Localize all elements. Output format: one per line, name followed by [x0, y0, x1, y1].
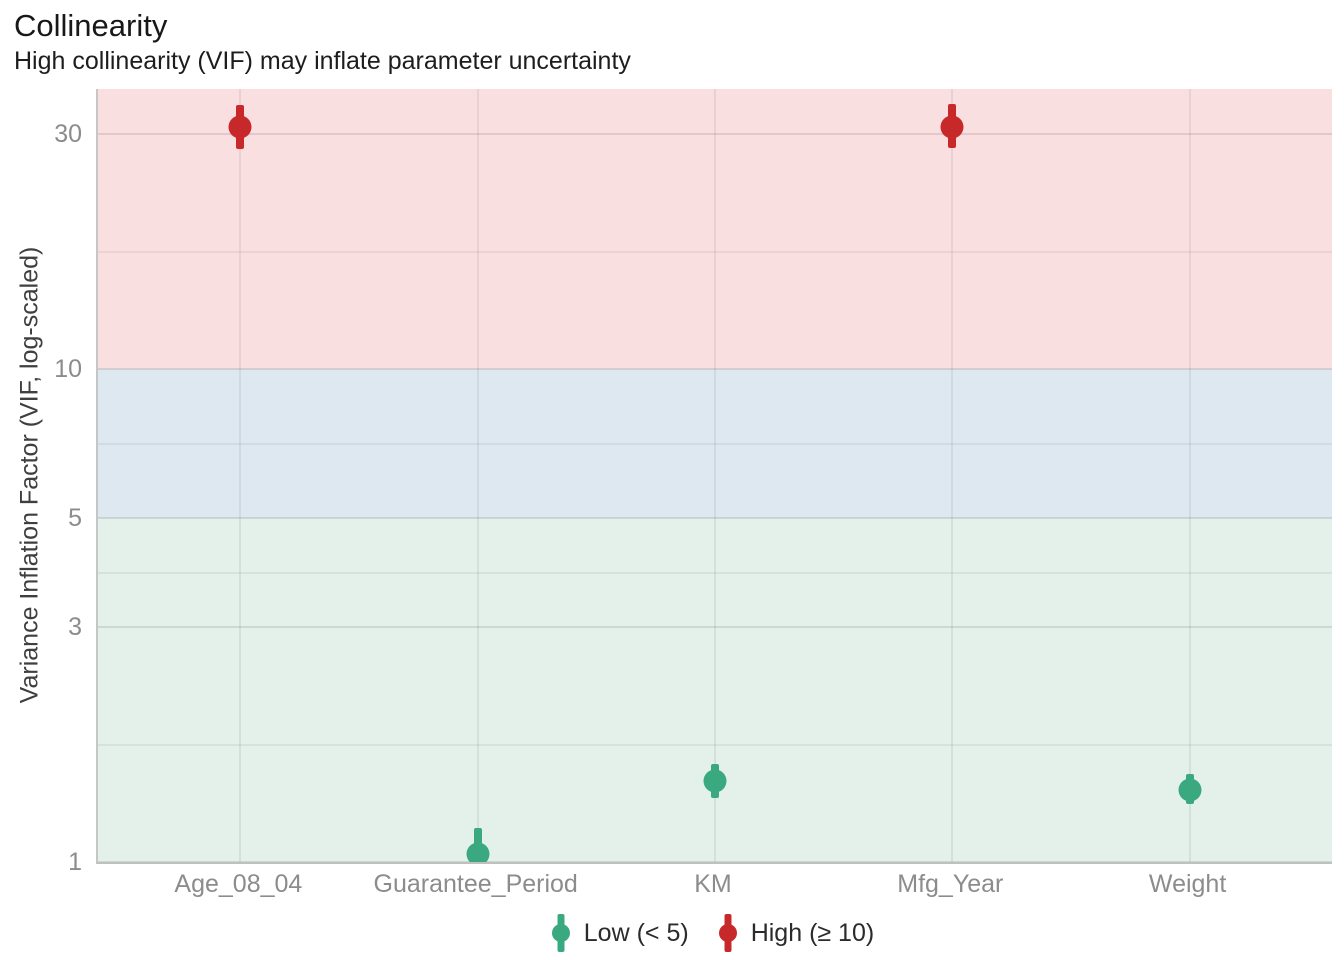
- y-tick-label: 30: [54, 120, 82, 149]
- y-tick-label: 10: [54, 355, 82, 384]
- band-low: [98, 517, 1332, 862]
- legend-marker-dot: [551, 924, 570, 942]
- x-category-label: Mfg_Year: [897, 870, 1004, 898]
- y-tick-label: 3: [68, 612, 82, 641]
- major-gridline: [98, 861, 1332, 862]
- major-gridline: [98, 133, 1332, 136]
- major-gridline: [98, 368, 1332, 371]
- minor-gridline: [98, 250, 1332, 253]
- major-gridline: [98, 625, 1332, 628]
- legend-item: Low (< 5): [551, 912, 689, 954]
- x-category-label: Guarantee_Period: [373, 870, 578, 898]
- chart-title: Collinearity: [14, 8, 168, 43]
- x-category-label: Weight: [1148, 870, 1227, 898]
- vertical-gridline: [476, 89, 479, 862]
- minor-gridline: [98, 442, 1332, 445]
- vertical-gridline: [239, 89, 242, 862]
- vertical-gridline: [951, 89, 954, 862]
- legend-label: High (≥ 10): [750, 918, 875, 947]
- point-circle: [703, 769, 727, 793]
- legend: Low (< 5) High (≥ 10): [96, 908, 1330, 958]
- legend-marker-dot: [718, 924, 737, 942]
- point-circle: [466, 842, 490, 862]
- plot-panel: [96, 89, 1332, 864]
- point-circle: [940, 115, 964, 139]
- legend-label: Low (< 5): [583, 918, 689, 947]
- vertical-gridline: [714, 89, 716, 862]
- legend-pointrange-marker: [718, 912, 737, 954]
- minor-gridline: [98, 743, 1332, 746]
- minor-gridline: [98, 571, 1332, 574]
- chart-subtitle: High collinearity (VIF) may inflate para…: [14, 47, 631, 75]
- x-category-label: Age_08_04: [174, 870, 303, 898]
- legend-pointrange-marker: [551, 912, 570, 954]
- legend-item: High (≥ 10): [718, 912, 875, 954]
- band-high: [98, 89, 1332, 370]
- vertical-gridline: [1188, 89, 1191, 862]
- point-circle: [228, 115, 252, 139]
- point-circle: [1178, 778, 1202, 802]
- y-tick-label: 5: [68, 503, 82, 532]
- band-moderate: [98, 369, 1332, 518]
- x-category-label: KM: [694, 870, 732, 898]
- y-tick-label: 1: [68, 848, 82, 876]
- major-gridline: [98, 516, 1332, 519]
